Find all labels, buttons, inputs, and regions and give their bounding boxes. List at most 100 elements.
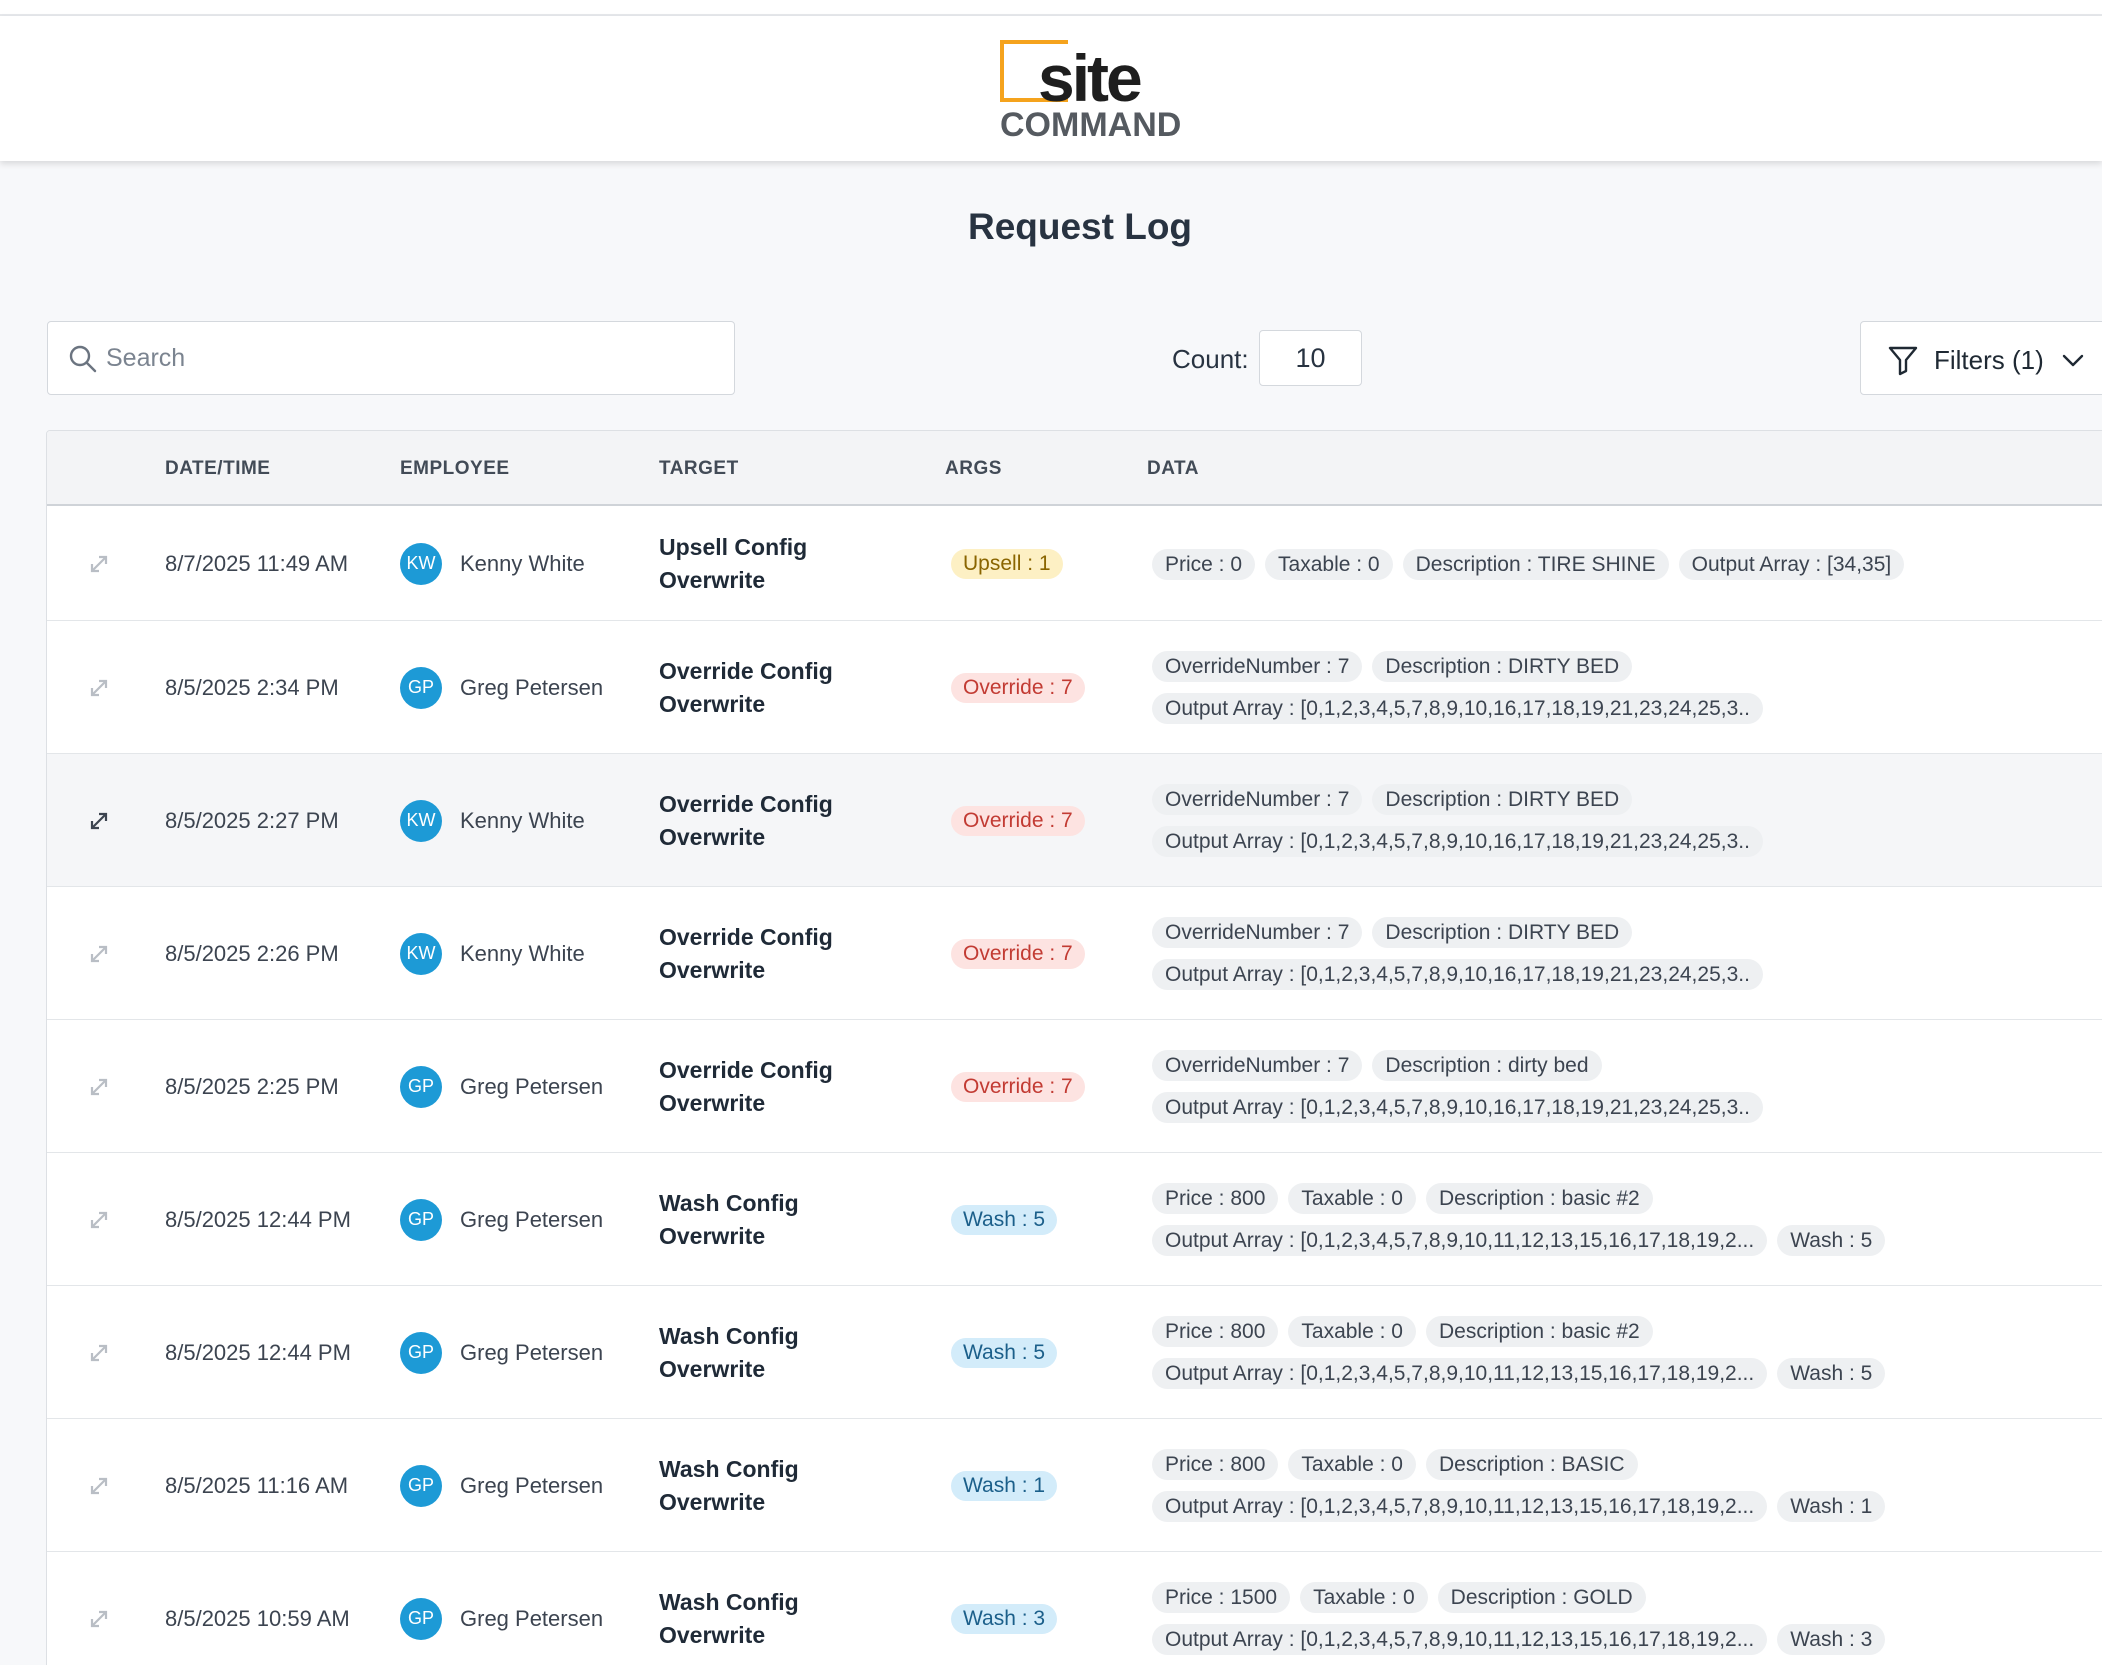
employee-name: Greg Petersen	[460, 674, 604, 700]
header-date-time[interactable]: DATE/TIME	[165, 458, 271, 479]
logo-text-site: site	[1038, 41, 1143, 115]
expand-icon[interactable]	[87, 552, 111, 576]
data-chip: Price : 800	[1152, 1315, 1279, 1347]
table-row[interactable]: 8/5/2025 2:34 PM GP Greg Petersen Overri…	[47, 621, 2102, 754]
data-cell: Price : 800 Taxable : 0 Description : BASI…	[1152, 1448, 2102, 1522]
data-line: Price : 1500 Taxable : 0 Description : GOL…	[1152, 1581, 2102, 1613]
target-action: Overwrite	[659, 1621, 766, 1648]
args-badge: Wash : 5	[951, 1337, 1058, 1368]
employee-name: Greg Petersen	[460, 1073, 604, 1099]
expand-icon[interactable]	[87, 809, 111, 833]
avatar: GP	[400, 1464, 442, 1507]
employee-name: Greg Petersen	[460, 1472, 604, 1498]
header-target[interactable]: TARGET	[659, 458, 739, 479]
date-time-cell: 8/5/2025 2:25 PM	[165, 1073, 339, 1099]
args-badge: Wash : 1	[951, 1470, 1058, 1501]
date-time-cell: 8/5/2025 10:59 AM	[165, 1605, 350, 1631]
args-badge: Wash : 3	[951, 1603, 1058, 1634]
data-chip: OverrideNumber : 7	[1152, 650, 1363, 682]
avatar: GP	[400, 1597, 442, 1640]
expand-icon[interactable]	[87, 1607, 111, 1631]
header-employee[interactable]: EMPLOYEE	[400, 458, 510, 479]
table-row[interactable]: 8/5/2025 12:44 PM GP Greg Petersen Wash …	[47, 1286, 2102, 1419]
expand-icon[interactable]	[87, 942, 111, 966]
data-chip: Price : 0	[1152, 548, 1256, 580]
avatar: GP	[400, 1331, 442, 1374]
avatar: GP	[400, 666, 442, 709]
employee-name: Greg Petersen	[460, 1206, 604, 1232]
table-row[interactable]: 8/5/2025 10:59 AM GP Greg Petersen Wash …	[47, 1552, 2102, 1665]
table-row[interactable]: 8/5/2025 2:27 PM KW Kenny White Override…	[47, 754, 2102, 887]
count-label: Count:	[1172, 344, 1249, 374]
date-time-cell: 8/7/2025 11:49 AM	[165, 550, 349, 576]
date-time-cell: 8/5/2025 2:26 PM	[165, 940, 339, 966]
target-cell: Override Config Overwrite	[659, 788, 859, 854]
table-row[interactable]: 8/5/2025 11:16 AM GP Greg Petersen Wash …	[47, 1419, 2102, 1552]
target-name: Wash Config	[659, 1455, 799, 1482]
data-chip: OverrideNumber : 7	[1152, 1049, 1363, 1081]
expand-icon[interactable]	[87, 1474, 111, 1498]
target-cell: Wash Config Overwrite	[659, 1453, 859, 1519]
target-cell: Override Config Overwrite	[659, 655, 859, 721]
data-chip: Description : BASIC	[1425, 1448, 1638, 1480]
table-row[interactable]: 8/5/2025 2:26 PM KW Kenny White Override…	[47, 887, 2102, 1020]
table-row[interactable]: 8/5/2025 2:25 PM GP Greg Petersen Overri…	[47, 1020, 2102, 1153]
target-cell: Wash Config Overwrite	[659, 1187, 859, 1253]
args-badge: Wash : 5	[951, 1204, 1058, 1235]
search-box[interactable]	[47, 321, 735, 395]
data-line: Price : 0 Taxable : 0 Description : TIRE S…	[1152, 548, 2102, 580]
avatar: GP	[400, 1065, 442, 1108]
target-action: Overwrite	[659, 1089, 766, 1116]
employee-name: Kenny White	[460, 807, 585, 833]
search-input[interactable]	[106, 334, 716, 382]
data-line: OverrideNumber : 7 Description : DIRTY BE…	[1152, 650, 2102, 682]
args-badge: Override : 7	[951, 805, 1085, 836]
expand-icon[interactable]	[87, 1075, 111, 1099]
data-chip: Description : DIRTY BED	[1372, 783, 1633, 815]
data-chip: Description : DIRTY BED	[1372, 650, 1633, 682]
data-line: OverrideNumber : 7 Description : DIRTY BE…	[1152, 916, 2102, 948]
data-line: Output Array : [0,1,2,3,4,5,7,8,9,10,11,…	[1152, 1224, 2102, 1256]
avatar: KW	[400, 799, 442, 842]
data-cell: OverrideNumber : 7 Description : DIRTY BE…	[1152, 916, 2102, 990]
expand-icon[interactable]	[87, 1208, 111, 1232]
filters-button[interactable]: Filters (1)	[1860, 321, 2102, 395]
header-data[interactable]: DATA	[1147, 458, 1199, 479]
data-chip: Output Array : [0,1,2,3,4,5,7,8,9,10,11,…	[1152, 1490, 1768, 1522]
expand-icon[interactable]	[87, 1341, 111, 1365]
table-header: DATE/TIME EMPLOYEE TARGET ARGS DATA	[47, 431, 2102, 506]
avatar: KW	[400, 932, 442, 975]
data-line: Price : 800 Taxable : 0 Description : basi…	[1152, 1182, 2102, 1214]
data-cell: OverrideNumber : 7 Description : DIRTY BE…	[1152, 650, 2102, 724]
date-time-cell: 8/5/2025 12:44 PM	[165, 1339, 351, 1365]
data-chip: Wash : 3	[1777, 1623, 1886, 1655]
data-chip: Output Array : [0,1,2,3,4,5,7,8,9,10,16,…	[1152, 1091, 1763, 1123]
page-title: Request Log	[967, 206, 1193, 247]
args-badge: Override : 7	[951, 1071, 1085, 1102]
data-chip: Output Array : [0,1,2,3,4,5,7,8,9,10,11,…	[1152, 1623, 1768, 1655]
data-chip: Wash : 5	[1777, 1357, 1886, 1389]
data-chip: Description : DIRTY BED	[1372, 916, 1633, 948]
table-row[interactable]: 8/7/2025 11:49 AM KW Kenny White Upsell …	[47, 506, 2102, 621]
site-command-logo[interactable]: site COMMAND	[1000, 40, 1181, 142]
employee-name: Kenny White	[460, 550, 585, 576]
target-name: Override Config	[659, 923, 833, 950]
data-chip: OverrideNumber : 7	[1152, 783, 1363, 815]
header-args[interactable]: ARGS	[945, 458, 1002, 479]
target-cell: Wash Config Overwrite	[659, 1586, 859, 1652]
data-line: Output Array : [0,1,2,3,4,5,7,8,9,10,11,…	[1152, 1357, 2102, 1389]
data-chip: Output Array : [0,1,2,3,4,5,7,8,9,10,11,…	[1152, 1357, 1768, 1389]
data-line: Price : 800 Taxable : 0 Description : BASI…	[1152, 1448, 2102, 1480]
data-chip: Output Array : [0,1,2,3,4,5,7,8,9,10,16,…	[1152, 958, 1763, 990]
count-input[interactable]: 10	[1259, 330, 1362, 386]
data-chip: Wash : 5	[1777, 1224, 1886, 1256]
data-line: Output Array : [0,1,2,3,4,5,7,8,9,10,11,…	[1152, 1623, 2102, 1655]
employee-name: Greg Petersen	[460, 1605, 604, 1631]
expand-icon[interactable]	[87, 676, 111, 700]
app-header: site COMMAND	[0, 16, 2102, 161]
target-action: Overwrite	[659, 1488, 766, 1515]
target-action: Overwrite	[659, 823, 766, 850]
table-row[interactable]: 8/5/2025 12:44 PM GP Greg Petersen Wash …	[47, 1153, 2102, 1286]
logo-text-command: COMMAND	[1000, 106, 1182, 144]
date-time-cell: 8/5/2025 11:16 AM	[165, 1472, 349, 1498]
